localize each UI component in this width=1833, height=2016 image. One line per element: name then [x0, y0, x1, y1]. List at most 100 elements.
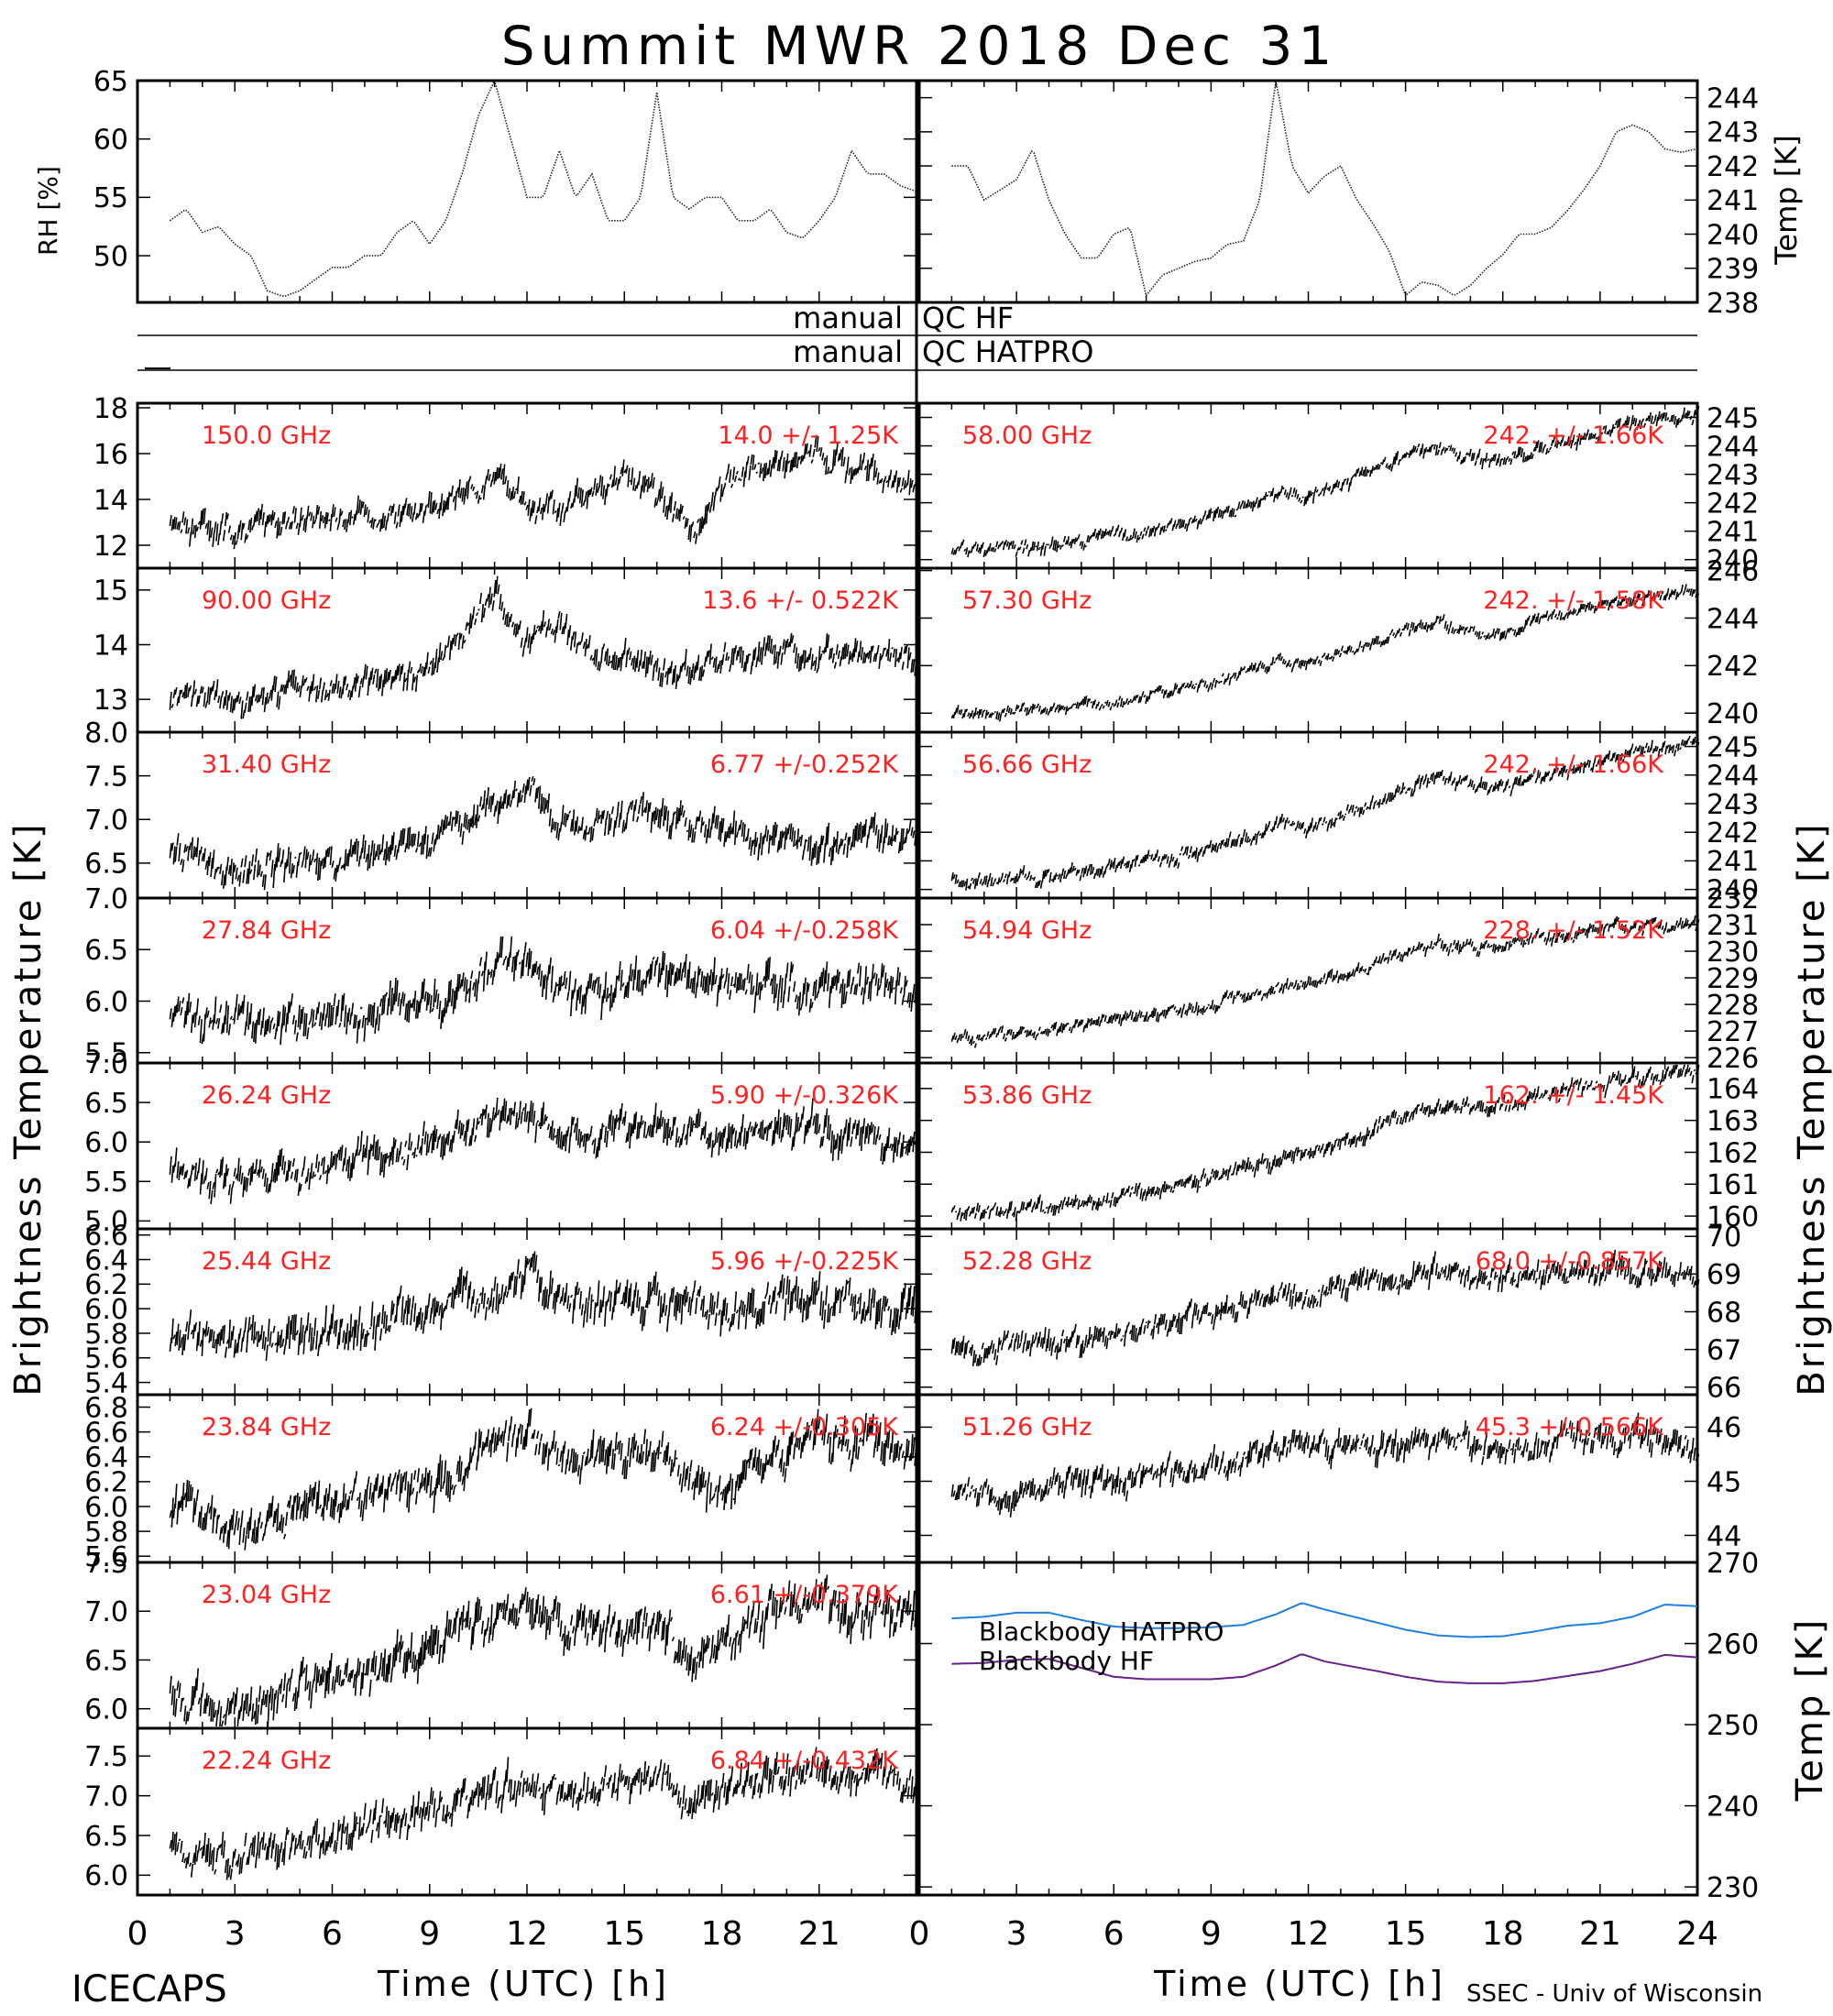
left-channel-panel-4-stat-label: 6.04 +/-0.258K: [710, 916, 899, 945]
right-channel-panel-3-stat-label: 242. +/- 1.66K: [1483, 751, 1664, 779]
left-channel-panel-3-stat-label: 6.77 +/-0.252K: [710, 751, 899, 779]
left-channel-panel-3-ytick-label: 7.5: [84, 761, 128, 793]
left-channel-panel-5-ytick-label: 5.5: [84, 1167, 128, 1199]
x-tick-label-right: 3: [1006, 1915, 1027, 1953]
left-channel-panel-8-ytick-label: 6.5: [84, 1645, 128, 1677]
left-channel-panel-5-frequency-label: 26.24 GHz: [202, 1081, 331, 1110]
left-channel-panel-6-stat-label: 5.96 +/-0.225K: [710, 1247, 899, 1276]
right-channel-panel-2-ytick-label: 244: [1707, 603, 1759, 635]
right-channel-panel-7-ytick-label: 44: [1707, 1520, 1741, 1552]
right-channel-panel-6-ytick-label: 66: [1707, 1373, 1741, 1405]
right-channel-panel-5-trace: [950, 1064, 1700, 1222]
temp-axis-ytick-label: 238: [1707, 288, 1759, 320]
left-channel-panel-9-stat-label: 6.84 +/-0.432K: [710, 1747, 899, 1775]
right-channel-panel-4-ytick-label: 230: [1707, 937, 1759, 969]
temp-axis-ytick-label: 244: [1707, 82, 1759, 115]
left-channel-panel-7-frequency-label: 23.84 GHz: [202, 1413, 331, 1441]
left-channel-panel-3-frequency-label: 31.40 GHz: [202, 751, 331, 779]
left-channel-panel-6-trace-path: [169, 1251, 919, 1362]
right-channel-panel-2-ytick-label: 240: [1707, 698, 1759, 730]
left-channel-panel-8-ytick-label: 7.0: [84, 1596, 128, 1628]
right-channel-panel-5-stat-label: 162. +/- 1.45K: [1483, 1081, 1664, 1110]
left-channel-panel-6-ytick-label: 6.2: [84, 1269, 128, 1301]
chart-title: Summit MWR 2018 Dec 31: [501, 15, 1338, 77]
left-channel-panel-9-ytick-label: 7.5: [84, 1741, 128, 1773]
blackbody-axis-ytick-label: 230: [1707, 1872, 1759, 1904]
right-channel-panel-1-frequency-label: 58.00 GHz: [962, 422, 1092, 450]
x-tick-label-right: 21: [1579, 1915, 1621, 1953]
left-channel-panel-1-trace: [169, 434, 919, 550]
x-tick-label-left: 18: [701, 1915, 743, 1953]
left-channel-panel-6-ytick-label: 6.6: [84, 1221, 128, 1253]
right-channel-panel-5-ytick-label: 162: [1707, 1137, 1759, 1169]
right-channel-panel-6-ytick-label: 70: [1707, 1222, 1741, 1254]
temp-panel-frame: [917, 79, 1699, 304]
x-tick-label-right: 24: [1676, 1915, 1718, 1953]
blackbody-axis-ytick-label: 270: [1707, 1548, 1759, 1580]
right-channel-panel-5-trace-path: [950, 1064, 1700, 1222]
left-channel-panel-6-ytick-label: 5.4: [84, 1367, 128, 1399]
rh-axis-ytick-label: 60: [93, 124, 128, 156]
x-tick-label-right: 0: [909, 1915, 930, 1953]
left-channel-panel-7-ytick-label: 6.4: [84, 1442, 128, 1474]
left-channel-panel-8-trace: [169, 1574, 919, 1727]
legend-blackbody-hf: Blackbody HF: [979, 1646, 1154, 1676]
left-channel-panel-1-frequency-label: 150.0 GHz: [202, 422, 331, 450]
x-tick-label-left: 9: [419, 1915, 440, 1953]
right-channel-panel-6-stat-label: 68.0 +/-0.857K: [1476, 1247, 1664, 1276]
left-channel-panel-3-ytick-label: 8.0: [84, 718, 128, 750]
right-channel-panel-3-frequency-label: 56.66 GHz: [962, 751, 1092, 779]
left-channel-panel-2-trace-path: [169, 575, 919, 719]
left-channel-panel-6-ytick-label: 6.0: [84, 1294, 128, 1326]
right-channel-panel-5-frequency-label: 53.86 GHz: [962, 1081, 1092, 1110]
left-channel-panel-7-ytick-label: 6.0: [84, 1492, 128, 1524]
temp-axis-ytick-label: 243: [1707, 117, 1759, 149]
right-channel-panel-2-trace: [950, 584, 1700, 722]
right-channel-panel-4-ytick-label: 227: [1707, 1016, 1759, 1048]
right-channel-panel-2-stat-label: 242. +/- 1.58K: [1483, 586, 1664, 615]
left-channel-panel-6-trace: [169, 1251, 919, 1362]
x-tick-label-left: 6: [322, 1915, 343, 1953]
left-channel-panel-9-ytick-label: 6.0: [84, 1860, 128, 1892]
right-channel-panel-3-trace: [950, 735, 1700, 891]
rh-axis-ytick-label: 50: [93, 241, 128, 273]
right-channel-panel-6-ytick-label: 67: [1707, 1334, 1741, 1366]
right-channel-panel-6-ytick-label: 68: [1707, 1297, 1741, 1329]
blackbody-axis-ytick-label: 240: [1707, 1791, 1759, 1823]
left-channel-panel-5-ytick-label: 6.0: [84, 1127, 128, 1159]
left-channel-panel-5-trace-path: [169, 1097, 919, 1204]
right-channel-panel-3-trace-path: [950, 735, 1700, 891]
right-channel-panel-1-ytick-label: 243: [1707, 459, 1759, 491]
left-channel-panel-6-ytick-label: 5.6: [84, 1343, 128, 1375]
right-channel-panel-4-ytick-label: 226: [1707, 1043, 1759, 1075]
x-tick-label-right: 18: [1482, 1915, 1524, 1953]
left-channel-panel-3-ytick-label: 7.0: [84, 805, 128, 837]
left-channel-panel-1-ytick-label: 18: [93, 393, 128, 425]
right-channel-panel-6-trace: [950, 1249, 1700, 1367]
left-channel-panel-5-ytick-label: 5.0: [84, 1206, 128, 1238]
x-axis-label-right: Time (UTC) [h]: [1153, 1964, 1445, 2004]
right-channel-panel-3-ytick-label: 245: [1707, 731, 1759, 763]
right-channel-panel-7-ytick-label: 45: [1707, 1466, 1741, 1498]
right-channel-panel-4-stat-label: 228. +/- 1.52K: [1483, 916, 1664, 945]
left-channel-panel-5-ytick-label: 6.5: [84, 1088, 128, 1120]
left-channel-panel-4-ytick-label: 7.0: [84, 883, 128, 915]
left-channel-panel-1-ytick-label: 12: [93, 531, 128, 563]
right-channel-panel-7-frequency-label: 51.26 GHz: [962, 1413, 1092, 1441]
right-channel-panel-3-ytick-label: 244: [1707, 761, 1759, 793]
left-channel-panel-1-stat-label: 14.0 +/- 1.25K: [718, 422, 899, 450]
x-tick-label-left: 12: [506, 1915, 548, 1953]
x-axis-label-left: Time (UTC) [h]: [377, 1964, 669, 2004]
temp-axis-ytick-label: 240: [1707, 219, 1759, 251]
right-channel-panel-3-ytick-label: 242: [1707, 817, 1759, 849]
left-channel-panel-6-frequency-label: 25.44 GHz: [202, 1247, 331, 1276]
right-channel-panel-4-ytick-label: 229: [1707, 963, 1759, 995]
left-channel-panel-8-ytick-label: 7.5: [84, 1548, 128, 1580]
x-tick-label-right: 15: [1385, 1915, 1427, 1953]
left-channel-panel-7-ytick-label: 5.8: [84, 1517, 128, 1549]
left-channel-panel-8-frequency-label: 23.04 GHz: [202, 1581, 331, 1609]
right-channel-panel-4-trace: [950, 915, 1700, 1048]
footer-left-label: ICECAPS: [71, 1968, 227, 2011]
x-tick-label-right: 12: [1288, 1915, 1330, 1953]
right-channel-panel-3-ytick-label: 240: [1707, 874, 1759, 906]
